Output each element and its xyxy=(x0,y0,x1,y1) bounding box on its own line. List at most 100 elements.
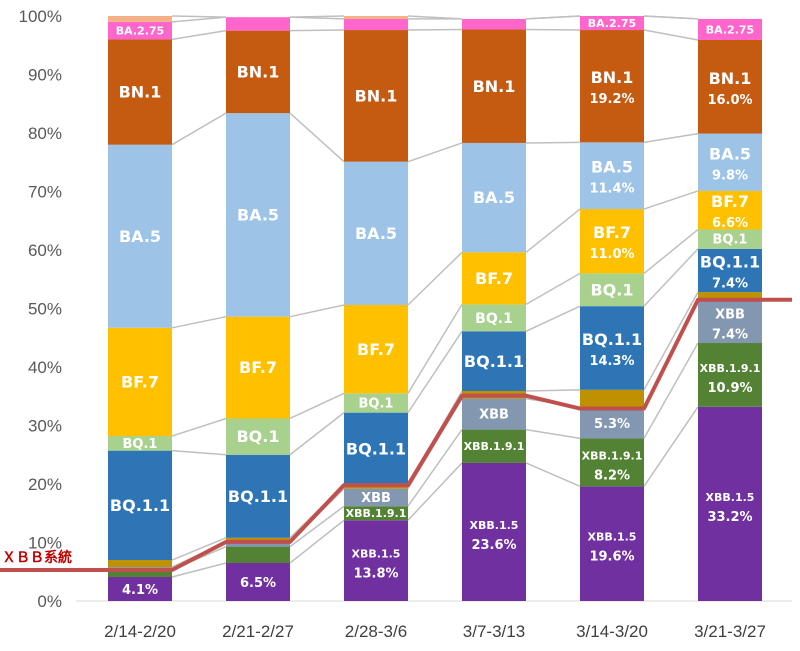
connector-line xyxy=(643,248,699,307)
bar-segment xyxy=(698,292,762,300)
connector-line xyxy=(289,29,345,32)
segment-value-label: 9.8% xyxy=(712,168,748,183)
connector-line xyxy=(171,562,227,578)
segment-label: BN.1 xyxy=(355,86,398,105)
segment-label: BF.7 xyxy=(357,340,395,359)
bar-segment xyxy=(108,569,172,578)
segment-value-label: 8.2% xyxy=(594,468,630,483)
bar-segment xyxy=(462,429,526,463)
bar-segment xyxy=(698,18,762,40)
bar-segment xyxy=(344,506,408,521)
y-tick-label: 10% xyxy=(28,534,62,553)
connector-line xyxy=(289,519,345,564)
bar-segment xyxy=(462,462,526,601)
connector-line xyxy=(525,305,581,332)
segment-label: XBB xyxy=(479,408,509,423)
connector-line xyxy=(171,449,227,456)
segment-value-label: 7.4% xyxy=(712,327,748,342)
segment-label: XBB.1.9.1 xyxy=(464,440,525,453)
segment-label: XBB.1.5 xyxy=(706,491,755,504)
segment-label: BQ.1.1 xyxy=(228,487,288,506)
bar-segment xyxy=(226,454,290,538)
segment-value-label: 19.6% xyxy=(589,550,634,565)
segment-value-label: 19.2% xyxy=(589,92,634,107)
connector-line xyxy=(171,417,227,437)
bar-segment xyxy=(580,486,644,601)
connector-line xyxy=(643,406,699,487)
bar-segment xyxy=(226,30,290,114)
segment-label: BQ.1 xyxy=(713,233,748,248)
bar-segment xyxy=(462,29,526,143)
segment-label: XBB xyxy=(715,307,745,322)
segment-value-label: 5.3% xyxy=(594,417,630,432)
bar-segment xyxy=(108,16,172,22)
segment-label: BQ.1 xyxy=(475,311,513,327)
segment-label: BQ.1.1 xyxy=(346,440,406,459)
bar-segment xyxy=(580,16,644,31)
bar-segment xyxy=(226,113,290,317)
bar-segment xyxy=(226,17,290,31)
connector-line xyxy=(289,304,345,318)
segment-value-label: 16.0% xyxy=(707,93,752,108)
segment-label: BN.1 xyxy=(473,77,516,96)
segment-label: BA.2.75 xyxy=(116,24,164,37)
bar-segment xyxy=(108,39,172,145)
bar-segment xyxy=(226,546,290,563)
segment-label: BA.2.75 xyxy=(588,17,636,30)
y-tick-label: 30% xyxy=(28,417,62,436)
bar-segment xyxy=(462,142,526,253)
segment-label: BA.5 xyxy=(355,224,397,243)
connector-line xyxy=(171,315,227,329)
bar-segment xyxy=(698,343,762,407)
connector-line xyxy=(407,251,463,306)
bar-segment xyxy=(344,18,408,31)
connector-line xyxy=(643,342,699,439)
connector-line xyxy=(407,142,463,163)
segment-value-label: 33.2% xyxy=(707,510,752,525)
bar-segment xyxy=(698,406,762,601)
bar-segment xyxy=(580,142,644,210)
bar-segment xyxy=(462,252,526,305)
x-tick-label: 2/14-2/20 xyxy=(104,622,176,641)
segment-label: XBB.1.5 xyxy=(588,531,637,544)
bar-segment xyxy=(344,161,408,305)
segment-label: BQ.1.1 xyxy=(700,252,760,271)
segment-label: BQ.1 xyxy=(590,280,633,299)
connector-line xyxy=(171,16,227,23)
segment-label: BQ.1 xyxy=(236,427,279,446)
segment-label: BQ.1 xyxy=(359,397,394,412)
bar-segment xyxy=(580,438,644,487)
segment-value-label: 11.0% xyxy=(589,247,634,262)
bar-segment xyxy=(580,209,644,274)
bar-segment xyxy=(580,273,644,307)
y-tick-label: 80% xyxy=(28,124,62,143)
connector-line xyxy=(407,28,463,31)
y-tick-label: 40% xyxy=(28,358,62,377)
connector-line xyxy=(289,15,345,18)
bar-segment xyxy=(226,541,290,547)
connector-line xyxy=(289,505,345,548)
connector-line xyxy=(407,462,463,521)
y-tick-label: 100% xyxy=(19,7,62,26)
x-tick-label: 3/14-3/20 xyxy=(576,622,648,641)
bar-segment xyxy=(698,229,762,249)
xbb-lineage-label: ＸＢＢ系統 xyxy=(2,549,72,566)
bar-segment xyxy=(108,144,172,328)
bar-segment xyxy=(108,577,172,601)
connector-line xyxy=(289,412,345,456)
segment-value-label: 7.4% xyxy=(712,276,748,291)
bar-segment xyxy=(226,562,290,601)
segment-label: XBB.1.9.1 xyxy=(582,449,643,462)
segment-label: XBB.1.5 xyxy=(352,548,401,561)
segment-label: BQ.1.1 xyxy=(582,330,642,349)
bar-segment xyxy=(108,450,172,561)
segment-label: BA.2.75 xyxy=(706,23,754,36)
connector-line xyxy=(407,330,463,414)
bar-segment xyxy=(344,16,408,19)
bar-segment xyxy=(462,331,526,391)
bar-segment xyxy=(580,389,644,408)
connector-line xyxy=(171,537,227,561)
bar-segment xyxy=(108,21,172,40)
bar-segment xyxy=(226,537,290,542)
